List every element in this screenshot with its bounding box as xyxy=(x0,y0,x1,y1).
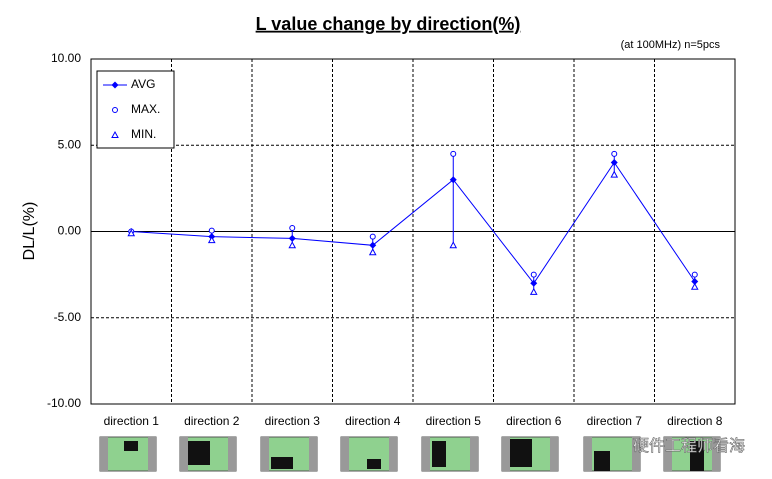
chip xyxy=(179,436,237,472)
legend-label: MIN. xyxy=(131,127,156,141)
data-point xyxy=(111,81,119,89)
x-tick-label: direction 6 xyxy=(506,414,562,428)
data-point xyxy=(530,279,538,287)
data-point xyxy=(691,271,698,278)
chip xyxy=(99,436,157,472)
y-tick-label: 5.00 xyxy=(58,137,82,151)
data-point xyxy=(449,241,458,249)
data-point xyxy=(112,107,118,113)
y-tick-label: -10.00 xyxy=(47,396,81,410)
data-point xyxy=(208,227,215,234)
y-tick-label: 10.00 xyxy=(51,51,81,65)
chip xyxy=(340,436,398,472)
x-tick-label: direction 4 xyxy=(345,414,401,428)
data-point xyxy=(207,236,216,244)
chip xyxy=(421,436,479,472)
data-point xyxy=(529,287,538,295)
data-point xyxy=(611,150,618,157)
chip xyxy=(583,436,641,472)
data-point xyxy=(288,241,297,249)
legend-box xyxy=(96,70,175,149)
legend-label: AVG xyxy=(131,77,155,91)
subtitle: (at 100MHz) n=5pcs xyxy=(621,39,721,51)
data-point xyxy=(530,271,537,278)
chip xyxy=(501,436,559,472)
data-point xyxy=(288,234,296,242)
data-point xyxy=(127,229,136,237)
data-point xyxy=(690,282,699,290)
x-tick-label: direction 2 xyxy=(184,414,240,428)
data-point xyxy=(369,241,377,249)
chip xyxy=(260,436,318,472)
x-tick-label: direction 7 xyxy=(587,414,643,428)
data-point xyxy=(610,170,619,178)
data-point xyxy=(610,159,618,166)
chip xyxy=(663,436,721,472)
chip-images xyxy=(99,436,721,472)
y-axis-label: DL/L(%) xyxy=(21,202,38,261)
x-tick-label: direction 5 xyxy=(426,414,482,428)
data-point xyxy=(369,233,376,240)
data-point xyxy=(450,150,457,157)
legend-label: MAX. xyxy=(131,102,160,116)
x-tick-label: direction 8 xyxy=(667,414,723,428)
data-point xyxy=(289,225,296,232)
data-point xyxy=(449,176,457,184)
data-point xyxy=(111,130,119,138)
series-line xyxy=(131,161,696,285)
y-tick-label: -5.00 xyxy=(54,310,82,324)
data-point xyxy=(691,278,699,286)
x-tick-label: direction 1 xyxy=(104,414,160,428)
chart-title: L value change by direction(%) xyxy=(256,14,521,34)
data-point xyxy=(368,248,377,256)
y-tick-label: 0.00 xyxy=(58,224,82,238)
watermark: 硬件工程师看海 xyxy=(633,437,745,455)
x-tick-label: direction 3 xyxy=(265,414,321,428)
